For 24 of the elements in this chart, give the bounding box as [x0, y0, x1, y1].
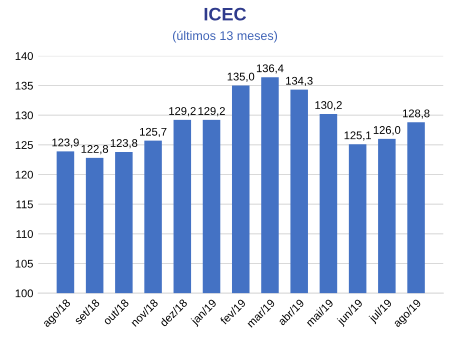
- y-tick-label: 105: [16, 260, 33, 268]
- data-label: 135,0: [228, 72, 254, 82]
- data-label: 123,9: [52, 138, 79, 148]
- y-tick-label: 140: [16, 52, 33, 60]
- data-label: 123,8: [110, 139, 138, 148]
- y-tick-label: 115: [16, 200, 33, 208]
- data-label: 129,2: [169, 107, 196, 116]
- data-label: 128,8: [403, 109, 430, 119]
- data-label: 126,0: [374, 126, 400, 136]
- data-label: 125,7: [140, 128, 166, 138]
- y-tick-label: 100: [16, 289, 33, 298]
- y-tick-label: 120: [16, 170, 33, 179]
- y-tick-label: 125: [16, 141, 33, 149]
- y-tick-label: 135: [16, 82, 33, 90]
- data-label: 136,4: [256, 64, 284, 74]
- y-tick-label: 130: [16, 111, 33, 120]
- data-label: 122,8: [82, 145, 108, 154]
- data-label: 130,2: [315, 101, 342, 110]
- data-label: 129,2: [198, 107, 225, 116]
- chart-title: ICEC: [204, 8, 246, 21]
- chart-subtitle: (últimos 13 meses): [172, 30, 278, 43]
- data-label: 134,3: [286, 76, 313, 86]
- y-tick-label: 110: [16, 230, 33, 238]
- data-label: 125,1: [344, 131, 371, 141]
